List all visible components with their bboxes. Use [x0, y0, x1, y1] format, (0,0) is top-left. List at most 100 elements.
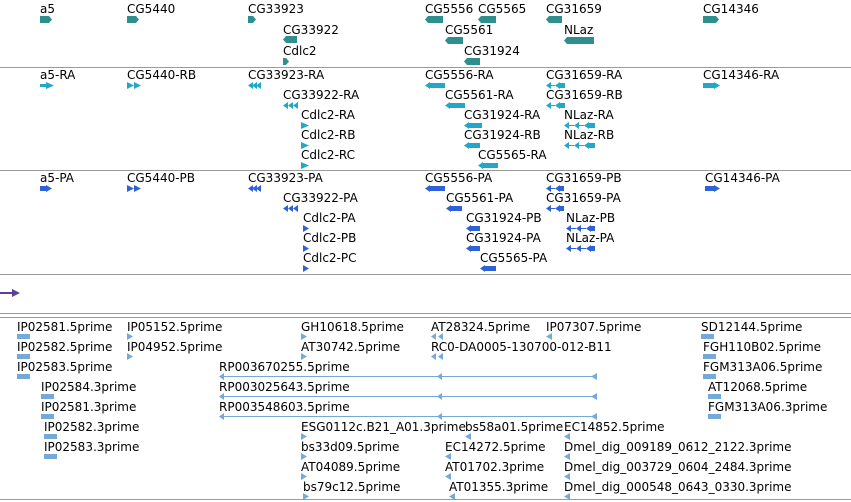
- protein-glyph[interactable]: [480, 265, 496, 272]
- est-glyph[interactable]: [564, 453, 574, 460]
- transcript-label[interactable]: CG5565-RA: [478, 148, 547, 162]
- est-glyph[interactable]: [431, 333, 449, 340]
- est-glyph[interactable]: [445, 473, 455, 480]
- protein-glyph[interactable]: [248, 185, 262, 192]
- gene-label[interactable]: CG14346: [703, 2, 759, 16]
- protein-label[interactable]: CG5556-PA: [425, 171, 493, 185]
- gene-label[interactable]: CG5561: [445, 23, 494, 37]
- protein-glyph[interactable]: [546, 185, 566, 192]
- est-label[interactable]: bs58a01.5prime: [465, 420, 564, 434]
- protein-glyph[interactable]: [446, 205, 462, 212]
- protein-glyph[interactable]: [466, 225, 480, 232]
- gene-label[interactable]: CG31659: [546, 2, 602, 16]
- transcript-label[interactable]: Cdlc2-RC: [301, 148, 356, 162]
- gene-glyph[interactable]: [464, 58, 480, 65]
- gene-label[interactable]: CG33923: [248, 2, 304, 16]
- est-label[interactable]: SD12144.5prime: [701, 320, 803, 334]
- est-glyph[interactable]: [301, 473, 311, 480]
- est-glyph[interactable]: [127, 353, 135, 360]
- est-glyph[interactable]: [17, 333, 31, 340]
- est-label[interactable]: GH10618.5prime: [301, 320, 404, 334]
- gene-glyph[interactable]: [127, 16, 139, 23]
- est-glyph[interactable]: [465, 433, 475, 440]
- est-glyph[interactable]: [703, 353, 717, 360]
- protein-label[interactable]: CG31924-PB: [466, 211, 542, 225]
- transcript-glyph[interactable]: [478, 162, 498, 169]
- gene-glyph[interactable]: [478, 16, 496, 23]
- gene-label[interactable]: Cdlc2: [283, 44, 317, 58]
- est-glyph[interactable]: [44, 433, 58, 440]
- protein-label[interactable]: NLaz-PB: [566, 211, 616, 225]
- protein-label[interactable]: CG31659-PB: [546, 171, 622, 185]
- est-label[interactable]: IP02584.3prime: [41, 380, 137, 394]
- est-glyph[interactable]: [564, 493, 574, 500]
- est-glyph[interactable]: [41, 393, 55, 400]
- gene-glyph[interactable]: [703, 16, 719, 23]
- transcript-glyph[interactable]: [301, 122, 311, 129]
- transcript-label[interactable]: NLaz-RB: [564, 128, 615, 142]
- transcript-label[interactable]: a5-RA: [40, 68, 76, 82]
- est-glyph[interactable]: [303, 493, 313, 500]
- protein-label[interactable]: CG31924-PA: [466, 231, 541, 245]
- est-label[interactable]: Dmel_dig_003729_0604_2484.3prime: [564, 460, 792, 474]
- est-glyph[interactable]: [546, 333, 556, 340]
- protein-glyph[interactable]: [566, 245, 596, 252]
- transcript-label[interactable]: Cdlc2-RB: [301, 128, 356, 142]
- est-label[interactable]: RP003670255.5prime: [219, 360, 350, 374]
- transcript-glyph[interactable]: [445, 102, 465, 109]
- protein-glyph[interactable]: [303, 245, 311, 252]
- transcript-label[interactable]: Cdlc2-RA: [301, 108, 355, 122]
- est-label[interactable]: IP02581.5prime: [17, 320, 113, 334]
- est-label[interactable]: IP02582.3prime: [44, 420, 140, 434]
- transcript-glyph[interactable]: [425, 82, 445, 89]
- transcript-glyph[interactable]: [564, 122, 596, 129]
- transcript-glyph[interactable]: [703, 82, 721, 89]
- est-label[interactable]: IP02583.5prime: [17, 360, 113, 374]
- transcript-label[interactable]: CG33923-RA: [248, 68, 325, 82]
- gene-glyph[interactable]: [425, 16, 443, 23]
- est-glyph[interactable]: [44, 453, 58, 460]
- protein-label[interactable]: a5-PA: [40, 171, 74, 185]
- gene-glyph[interactable]: [283, 58, 289, 65]
- est-glyph[interactable]: [708, 413, 722, 420]
- transcript-glyph[interactable]: [283, 102, 299, 109]
- est-glyph[interactable]: [564, 473, 574, 480]
- est-label[interactable]: Dmel_dig_000548_0643_0330.3prime: [564, 480, 792, 494]
- gene-label[interactable]: CG5440: [127, 2, 176, 16]
- est-label[interactable]: FGH110B02.5prime: [703, 340, 822, 354]
- gene-label[interactable]: a5: [40, 2, 55, 16]
- est-glyph[interactable]: [431, 353, 447, 360]
- transcript-label[interactable]: CG5561-RA: [445, 88, 514, 102]
- protein-glyph[interactable]: [566, 225, 596, 232]
- protein-glyph[interactable]: [283, 205, 299, 212]
- transcript-glyph[interactable]: [564, 142, 596, 149]
- est-glyph[interactable]: [219, 413, 601, 420]
- protein-glyph[interactable]: [127, 185, 143, 192]
- est-glyph[interactable]: [708, 393, 722, 400]
- gene-label[interactable]: CG33922: [283, 23, 339, 37]
- est-label[interactable]: RP003025643.5prime: [219, 380, 350, 394]
- est-glyph[interactable]: [301, 353, 309, 360]
- protein-glyph[interactable]: [425, 185, 445, 192]
- protein-glyph[interactable]: [303, 225, 311, 232]
- protein-label[interactable]: CG14346-PA: [705, 171, 780, 185]
- gene-glyph[interactable]: [546, 16, 562, 23]
- gene-label[interactable]: CG5556: [425, 2, 474, 16]
- est-label[interactable]: AT30742.5prime: [301, 340, 401, 354]
- est-glyph[interactable]: [219, 393, 601, 400]
- est-label[interactable]: EC14852.5prime: [564, 420, 665, 434]
- gene-label[interactable]: CG5565: [478, 2, 527, 16]
- est-label[interactable]: EC14272.5prime: [445, 440, 546, 454]
- protein-glyph[interactable]: [466, 245, 480, 252]
- protein-glyph[interactable]: [303, 265, 311, 272]
- transcript-label[interactable]: NLaz-RA: [564, 108, 614, 122]
- est-glyph[interactable]: [17, 353, 31, 360]
- transcript-label[interactable]: CG31659-RA: [546, 68, 623, 82]
- est-label[interactable]: IP02583.3prime: [44, 440, 140, 454]
- transcript-label[interactable]: CG5440-RB: [127, 68, 197, 82]
- est-glyph[interactable]: [127, 333, 135, 340]
- est-label[interactable]: Dmel_dig_009189_0612_2122.3prime: [564, 440, 792, 454]
- transcript-glyph[interactable]: [40, 82, 54, 89]
- est-label[interactable]: FGM313A06.3prime: [708, 400, 828, 414]
- est-label[interactable]: IP02582.5prime: [17, 340, 113, 354]
